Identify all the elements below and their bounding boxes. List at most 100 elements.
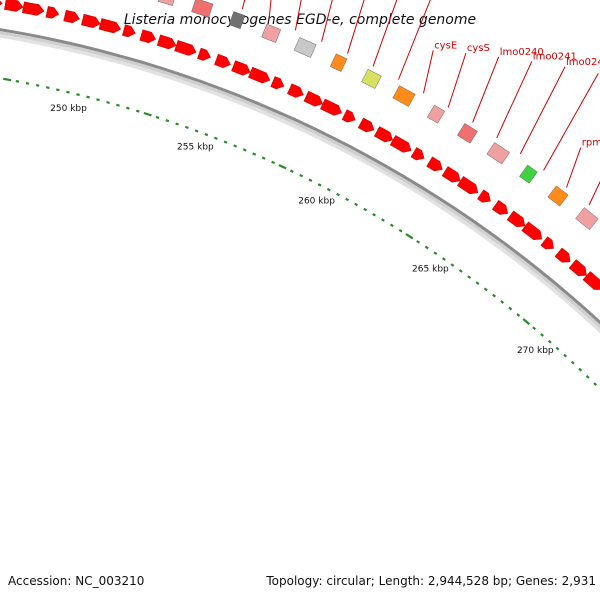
ruler-dash [15, 80, 20, 83]
gene-arrow [4, 0, 24, 12]
ruler-dash [213, 136, 218, 140]
ruler-dash [76, 93, 80, 97]
kbp-tick-value: 260 [298, 197, 315, 207]
kbp-tick-label: 265 kbp [412, 265, 449, 275]
ruler-dash [424, 245, 429, 250]
label-leader [372, 0, 398, 67]
ruler-dash [289, 169, 294, 173]
gene-arrow [521, 221, 543, 240]
gene-arrow [248, 66, 271, 84]
kbp-unit: kbp [70, 104, 87, 114]
cog-block [519, 164, 538, 184]
ruler-dash [56, 88, 60, 92]
cog-block [392, 85, 416, 107]
ruler-dash [317, 183, 322, 187]
ruler-dash [593, 382, 598, 386]
label-leader [447, 52, 467, 108]
label-leader [496, 61, 533, 139]
cog-block [457, 123, 478, 144]
kbp-tick-label: 260 kbp [298, 197, 335, 207]
ruler-dash [441, 257, 446, 261]
gene-arrow [287, 83, 304, 98]
gene-arrow [373, 126, 394, 143]
kbp-tick-label: 255 kbp [177, 143, 214, 153]
gene-arrow [320, 98, 342, 116]
ruler-dash [185, 125, 189, 130]
gene-arrow [81, 13, 101, 29]
gene-arrow [98, 18, 122, 34]
ruler-dash [45, 86, 50, 89]
kbp-tick-label: 250 kbp [50, 104, 87, 114]
ruler-dash [381, 218, 385, 222]
ruler-dash [194, 129, 199, 133]
gene-arrow [231, 60, 251, 76]
gene-arrow [477, 189, 491, 203]
ruler-dash [25, 82, 30, 85]
ruler-dash [450, 263, 455, 267]
cog-block [329, 53, 348, 72]
ruler-dash [271, 160, 276, 165]
label-leader [423, 50, 434, 94]
accession-text: Accession: NC_003210 [8, 574, 144, 588]
ruler-dash [372, 212, 376, 217]
ruler-dash [242, 148, 247, 152]
ruler-dash [336, 192, 340, 197]
cog-block [361, 68, 382, 89]
kbp-tick-value: 255 [177, 143, 194, 153]
gene-arrow [156, 34, 177, 50]
ruler-dash [475, 281, 480, 285]
label-leader [472, 56, 500, 123]
gene-arrow [341, 109, 356, 123]
label-leader [321, 0, 333, 42]
label-leader [347, 0, 365, 54]
gene-arrows [0, 0, 600, 290]
ruler-dash [522, 318, 531, 325]
ruler-dash [354, 202, 359, 207]
label-leader [519, 66, 566, 155]
cog-block [157, 0, 177, 6]
gene-arrow [45, 6, 60, 19]
label-leader [566, 147, 582, 188]
kbp-tick-value: 270 [517, 346, 534, 356]
ruler-dash [433, 251, 438, 256]
ruler-dash [458, 269, 463, 273]
ruler-dash [416, 240, 420, 244]
gene-arrow [554, 247, 571, 263]
ruler-dash [35, 84, 40, 87]
ruler-dash [508, 306, 513, 311]
gene-arrow [568, 259, 587, 276]
gene-arrow [506, 210, 526, 228]
ruler-dash [252, 152, 257, 156]
label-leaders [241, 0, 600, 206]
ruler-dash [405, 233, 414, 240]
ruler-dash [326, 187, 331, 192]
ruler-dash [563, 353, 568, 358]
ruler-dash [578, 367, 583, 372]
gene-arrow [410, 147, 425, 161]
gene-arrow [441, 166, 461, 183]
label-leader [294, 0, 302, 31]
ruler-dash [261, 156, 266, 160]
ruler-dash [345, 197, 350, 202]
ruler-dash [547, 339, 552, 344]
ruler-dash [66, 90, 70, 94]
ruler-dash [398, 228, 403, 233]
backbone [0, 28, 600, 334]
ruler-dash [516, 313, 521, 317]
ruler-dash [143, 111, 152, 117]
kbp-unit: kbp [537, 346, 554, 356]
gene-arrow [174, 40, 197, 56]
ruler-dash [106, 100, 110, 104]
gene-arrow [426, 156, 443, 172]
gene-arrow [456, 176, 479, 195]
gene-label: cysS [467, 43, 490, 54]
gene-label: rpmG [582, 138, 600, 149]
gene-arrow [197, 47, 211, 61]
cog-block [191, 0, 214, 18]
label-leader [588, 180, 600, 206]
gene-arrow [214, 53, 231, 68]
label-leader [398, 0, 431, 80]
ruler-dash [570, 360, 575, 365]
